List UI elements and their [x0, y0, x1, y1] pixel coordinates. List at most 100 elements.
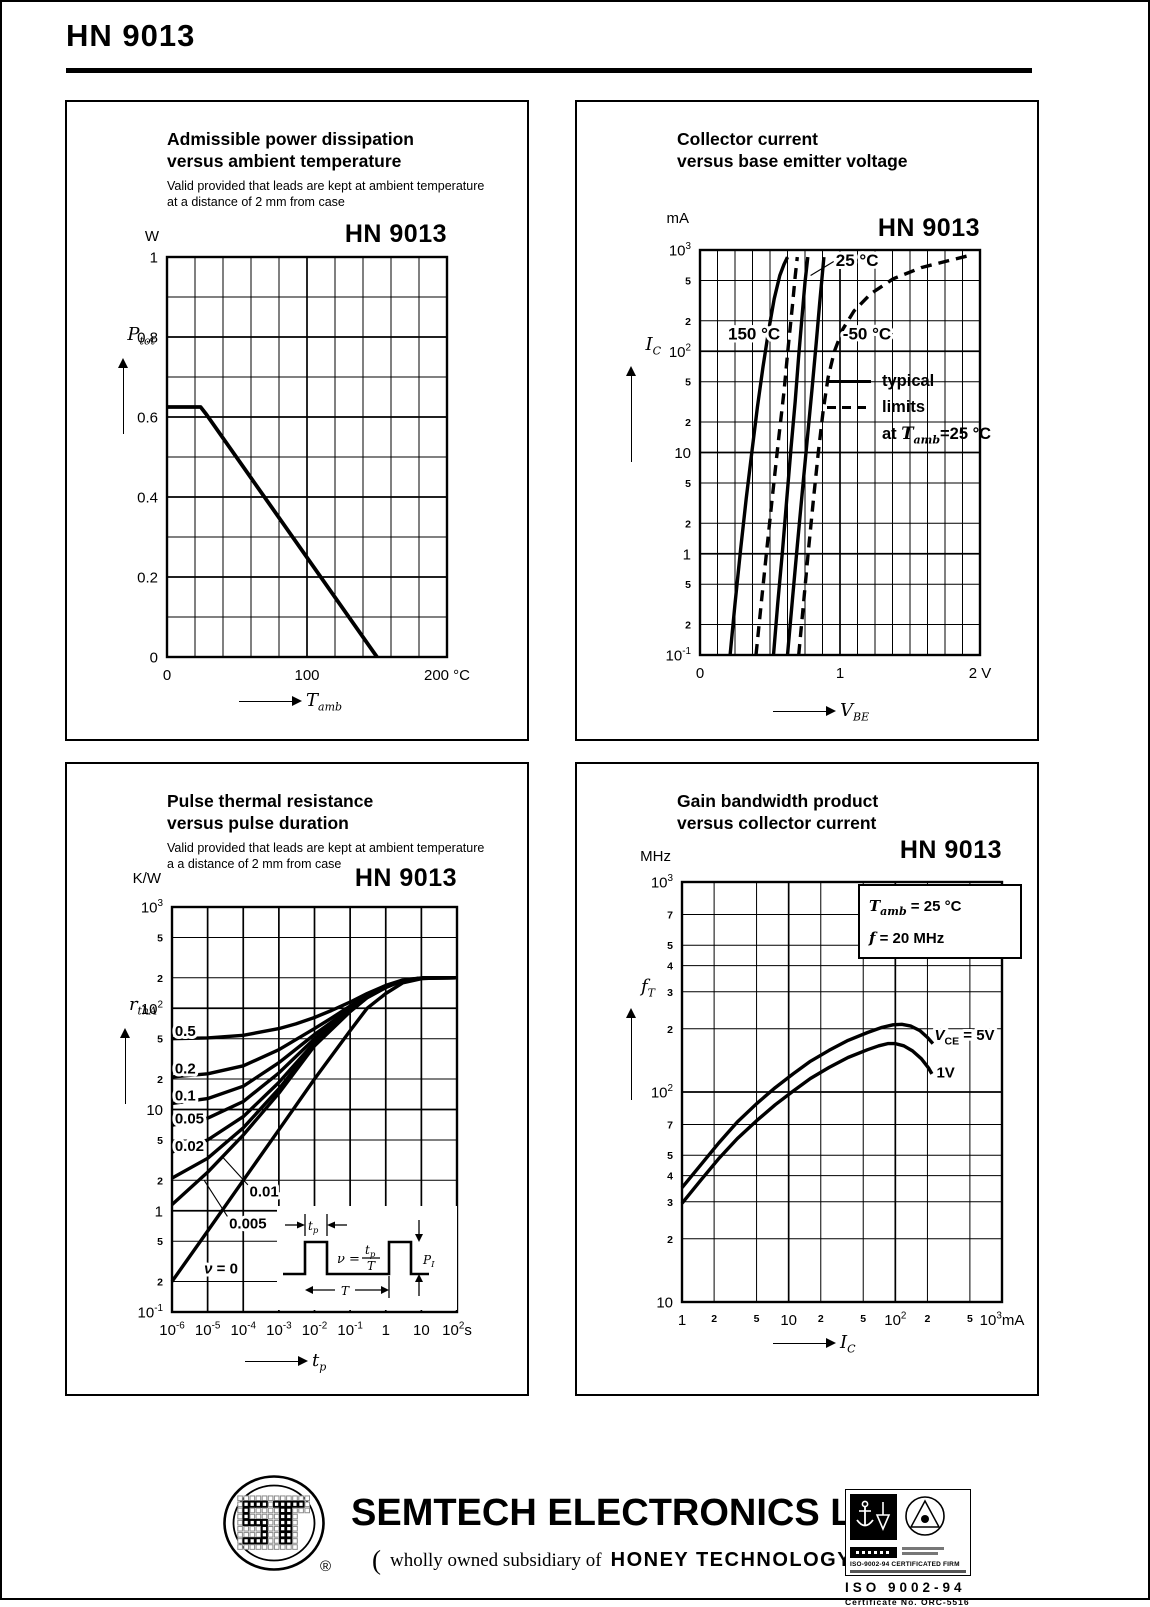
lloyds-register-mark: [850, 1494, 897, 1558]
svg-text:5: 5: [157, 1135, 163, 1147]
pulse-waveform-inset: tp ν = tp T PI T: [277, 1206, 457, 1310]
svg-text:10: 10: [146, 1102, 163, 1119]
svg-text:2: 2: [157, 1074, 163, 1086]
svg-text:0.8: 0.8: [137, 330, 158, 347]
x-axis-quantity: VBE: [773, 700, 869, 724]
svg-text:10-4: 10-4: [231, 1321, 257, 1339]
svg-text:VCE = 5V: VCE = 5V: [935, 1027, 995, 1047]
iso-code: ISO 9002-94: [845, 1580, 966, 1595]
chart-part-number: HN 9013: [899, 836, 1002, 864]
y-subscript: tot: [139, 334, 155, 348]
x-symbol: IC: [840, 1332, 856, 1356]
quality-emblem: [902, 1494, 948, 1558]
svg-text:1: 1: [150, 250, 158, 267]
svg-text:102: 102: [141, 999, 163, 1017]
subsidiary-line: ( wholly owned subsidiary of HONEY TECHN…: [372, 1545, 926, 1576]
series-vce-5v: [680, 1022, 935, 1189]
svg-text:103: 103: [669, 241, 692, 259]
svg-text:5: 5: [685, 377, 691, 389]
y-axis-quantity: rthA: [128, 994, 157, 1018]
svg-text:200 °C: 200 °C: [424, 667, 470, 684]
svg-text:0.2: 0.2: [137, 570, 158, 587]
svg-text:4: 4: [667, 1171, 673, 1183]
svg-text:-50 °C: -50 °C: [843, 324, 891, 343]
page-title: HN 9013: [66, 18, 196, 53]
svg-text:2: 2: [818, 1313, 824, 1325]
svg-text:103: 103: [651, 873, 674, 891]
chart-title-line1: Collector current: [677, 129, 818, 149]
svg-text:1: 1: [836, 665, 844, 682]
test-conditions-box: Tamb = 25 °C f = 20 MHz: [858, 884, 1022, 959]
chart-part-number: HN 9013: [354, 864, 457, 892]
chart-title-line2: versus base emitter voltage: [677, 151, 908, 171]
x-axis-quantity: IC: [773, 1332, 856, 1356]
svg-text:7: 7: [667, 1120, 673, 1132]
y-axis-unit: MHz: [640, 848, 671, 865]
svg-text:2: 2: [157, 1175, 163, 1187]
svg-text:0.1: 0.1: [175, 1088, 196, 1105]
svg-text:T: T: [367, 1259, 376, 1273]
svg-text:5: 5: [967, 1313, 973, 1325]
open-paren: (: [372, 1545, 381, 1575]
up-arrow-icon: [626, 1008, 636, 1100]
condition-line1: Tamb = 25 °C: [869, 897, 962, 918]
svg-text:0.05: 0.05: [175, 1110, 204, 1127]
svg-text:2: 2: [685, 620, 691, 632]
svg-text:tp: tp: [365, 1243, 376, 1260]
svg-text:5: 5: [157, 1034, 163, 1046]
svg-text:102: 102: [651, 1083, 673, 1101]
svg-text:ν = 0: ν = 0: [204, 1261, 238, 1278]
right-arrow-icon: [245, 1356, 308, 1367]
y-axis-unit: mA: [666, 210, 690, 227]
svg-text:5: 5: [157, 932, 163, 944]
y-axis-unit: K/W: [132, 870, 161, 887]
x-axis-quantity: Tamb: [239, 690, 342, 714]
company-name: SEMTECH ELECTRONICS LTD.: [351, 1492, 912, 1534]
chart-subtitle-line2: a a distance of 2 mm from case: [167, 857, 342, 871]
condition-line2: f = 20 MHz: [869, 929, 945, 947]
svg-text:100: 100: [294, 667, 319, 684]
y-axis-quantity: IC: [645, 334, 661, 358]
quality-emblem-icon: [905, 1496, 945, 1536]
svg-text:5: 5: [860, 1313, 866, 1325]
svg-text:tp: tp: [308, 1219, 319, 1236]
series-limit-low: [754, 256, 799, 656]
svg-text:5: 5: [685, 275, 691, 287]
svg-text:5: 5: [667, 940, 673, 952]
tick-labels: 10-6 10-5 10-4 10-3 10-2 10-1 1 10 102s 10-1 2 5 1 2 5…: [138, 898, 472, 1339]
series-duty-0-single-pulse: [170, 976, 457, 1283]
x-symbol: Tamb: [306, 690, 343, 714]
chart-title-line2: versus pulse duration: [167, 813, 349, 833]
svg-text:103: 103: [141, 898, 164, 916]
emblem-caption-line: [902, 1547, 944, 1550]
svg-text:0.02: 0.02: [175, 1138, 204, 1155]
chart-title-line1: Pulse thermal resistance: [167, 791, 374, 811]
svg-text:5: 5: [667, 1150, 673, 1162]
svg-text:3: 3: [667, 1197, 673, 1209]
curve-labels: 0.5 0.2 0.1 0.05 0.02 0.01 0.005 ν = 0: [172, 1020, 282, 1281]
subsidiary-prefix: wholly owned subsidiary of: [390, 1549, 602, 1571]
svg-text:2: 2: [925, 1313, 931, 1325]
svg-text:0.6: 0.6: [137, 410, 158, 427]
svg-text:2: 2: [711, 1313, 717, 1325]
svg-text:2: 2: [685, 417, 691, 429]
pulse-thermal-resistance-vs-pulse-duration-chart: 10-6 10-5 10-4 10-3 10-2 10-1 1 10 102s 10-1 2 5 1 2 5…: [138, 898, 472, 1339]
chart-title: Collector current versus base emitter vo…: [677, 128, 908, 172]
svg-text:10: 10: [413, 1322, 430, 1339]
svg-text:0.005: 0.005: [229, 1216, 267, 1233]
iso-tiny-text: ISO-9002-94 CERTIFICATED FIRM: [850, 1561, 960, 1568]
series-vce-1v: [680, 1041, 934, 1205]
series: [167, 405, 379, 659]
series-pointer-0.005: [203, 1180, 228, 1217]
svg-text:2: 2: [685, 316, 691, 328]
x-symbol: VBE: [840, 700, 870, 724]
svg-text:PI: PI: [422, 1253, 435, 1270]
series-ptot-limit: [167, 405, 379, 659]
svg-text:10-2: 10-2: [302, 1321, 327, 1339]
svg-text:10: 10: [656, 1295, 673, 1312]
legend-label: typical: [882, 372, 935, 390]
series: [728, 252, 974, 656]
svg-text:2: 2: [667, 1234, 673, 1246]
